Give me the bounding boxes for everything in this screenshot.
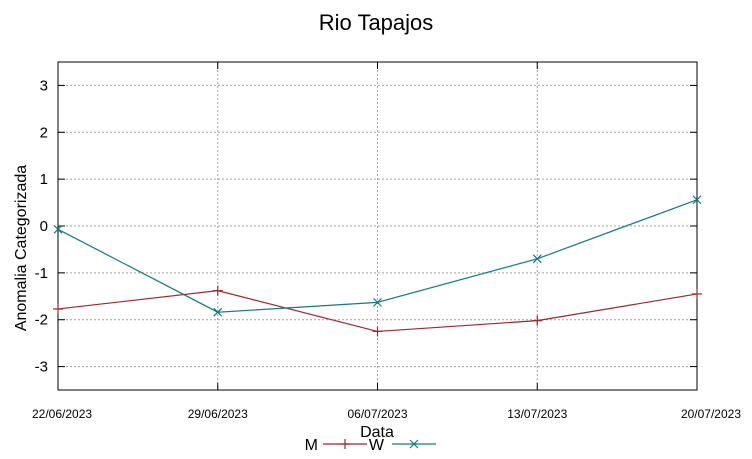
series-group <box>53 195 702 337</box>
data-point-w <box>692 195 702 205</box>
y-axis-label: Anomalia Categorizada <box>13 165 30 331</box>
x-axis-label: Data <box>360 424 394 441</box>
y-tick-label: 2 <box>40 124 48 141</box>
data-point-m <box>53 303 63 314</box>
legend-label-m: M <box>305 437 318 454</box>
legend-label-w: W <box>369 437 385 454</box>
grid-lines <box>58 62 697 390</box>
y-tick-label: 1 <box>40 171 48 188</box>
x-tick-label: 22/06/2023 <box>32 407 92 421</box>
x-tick-label: 20/07/2023 <box>681 407 741 421</box>
data-point-m <box>372 326 383 337</box>
data-point-m <box>532 315 543 326</box>
legend-marker-w <box>409 439 419 449</box>
data-point-m <box>692 288 702 299</box>
y-tick-label: 3 <box>40 77 48 94</box>
data-point-w <box>532 254 542 264</box>
chart-title: Rio Tapajos <box>319 10 434 35</box>
data-point-w <box>53 224 63 234</box>
data-point-w <box>213 307 223 317</box>
x-tick-label: 13/07/2023 <box>507 407 567 421</box>
x-axis-ticks: 22/06/2023 29/06/2023 06/07/2023 13/07/2023… <box>32 62 741 421</box>
x-tick-label: 29/06/2023 <box>188 407 248 421</box>
y-tick-label: -1 <box>35 265 48 282</box>
data-point-m <box>212 285 223 296</box>
y-tick-label: 0 <box>40 218 48 235</box>
y-tick-label: -2 <box>35 312 48 329</box>
legend-marker-m <box>340 439 350 449</box>
x-tick-label: 06/07/2023 <box>347 407 407 421</box>
data-point-w <box>373 297 382 307</box>
y-tick-label: -3 <box>35 359 48 376</box>
y-axis-ticks: 3 2 1 0 -1 -2 -3 <box>35 77 697 376</box>
